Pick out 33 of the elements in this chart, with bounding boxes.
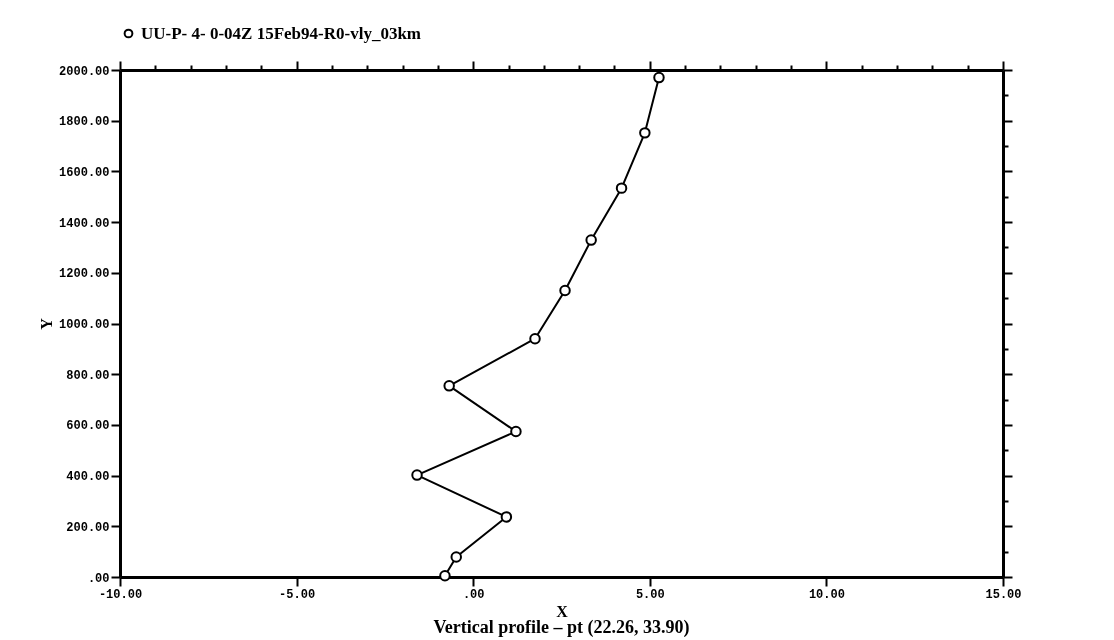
point <box>653 71 665 84</box>
point <box>585 234 597 246</box>
point <box>615 182 628 194</box>
y-tick-label: 600.00 <box>66 419 110 434</box>
x-axis-title: X <box>556 602 569 620</box>
point <box>439 570 451 582</box>
point <box>450 551 462 563</box>
point <box>510 425 522 438</box>
point <box>500 511 513 523</box>
point <box>529 332 541 345</box>
point <box>559 284 571 297</box>
legend-label: UU-P- 4- 0-04Z 15Feb94-R0-vly_03km <box>141 23 421 43</box>
y-tick-label: 1400.00 <box>59 216 110 231</box>
x-tick-label: 5.00 <box>635 587 665 602</box>
y-tick-label: 400.00 <box>66 470 110 485</box>
y-tick-label: 1800.00 <box>59 115 110 130</box>
y-tick-label: 1600.00 <box>59 165 110 180</box>
point <box>411 469 423 481</box>
y-tick-label: 800.00 <box>66 368 110 383</box>
y-tick-label: .00 <box>87 571 110 586</box>
text: Vertical profile – pt (22.26, 33.90) <box>433 617 690 638</box>
y-tick-label: 200.00 <box>66 520 110 535</box>
y-axis-title: Y <box>38 317 56 330</box>
x-tick-label: 10.00 <box>808 587 845 602</box>
point <box>639 127 651 139</box>
point <box>443 380 455 392</box>
x-tick-label: -5.00 <box>279 587 316 602</box>
y-tick-label: 1200.00 <box>59 267 110 282</box>
y-tick-label: 2000.00 <box>59 64 110 79</box>
x-tick-label: -10.00 <box>98 587 143 602</box>
x-tick-label: 15.00 <box>985 587 1022 602</box>
y-tick-label: 1000.00 <box>59 318 110 332</box>
x-tick-label: .00 <box>462 587 485 602</box>
